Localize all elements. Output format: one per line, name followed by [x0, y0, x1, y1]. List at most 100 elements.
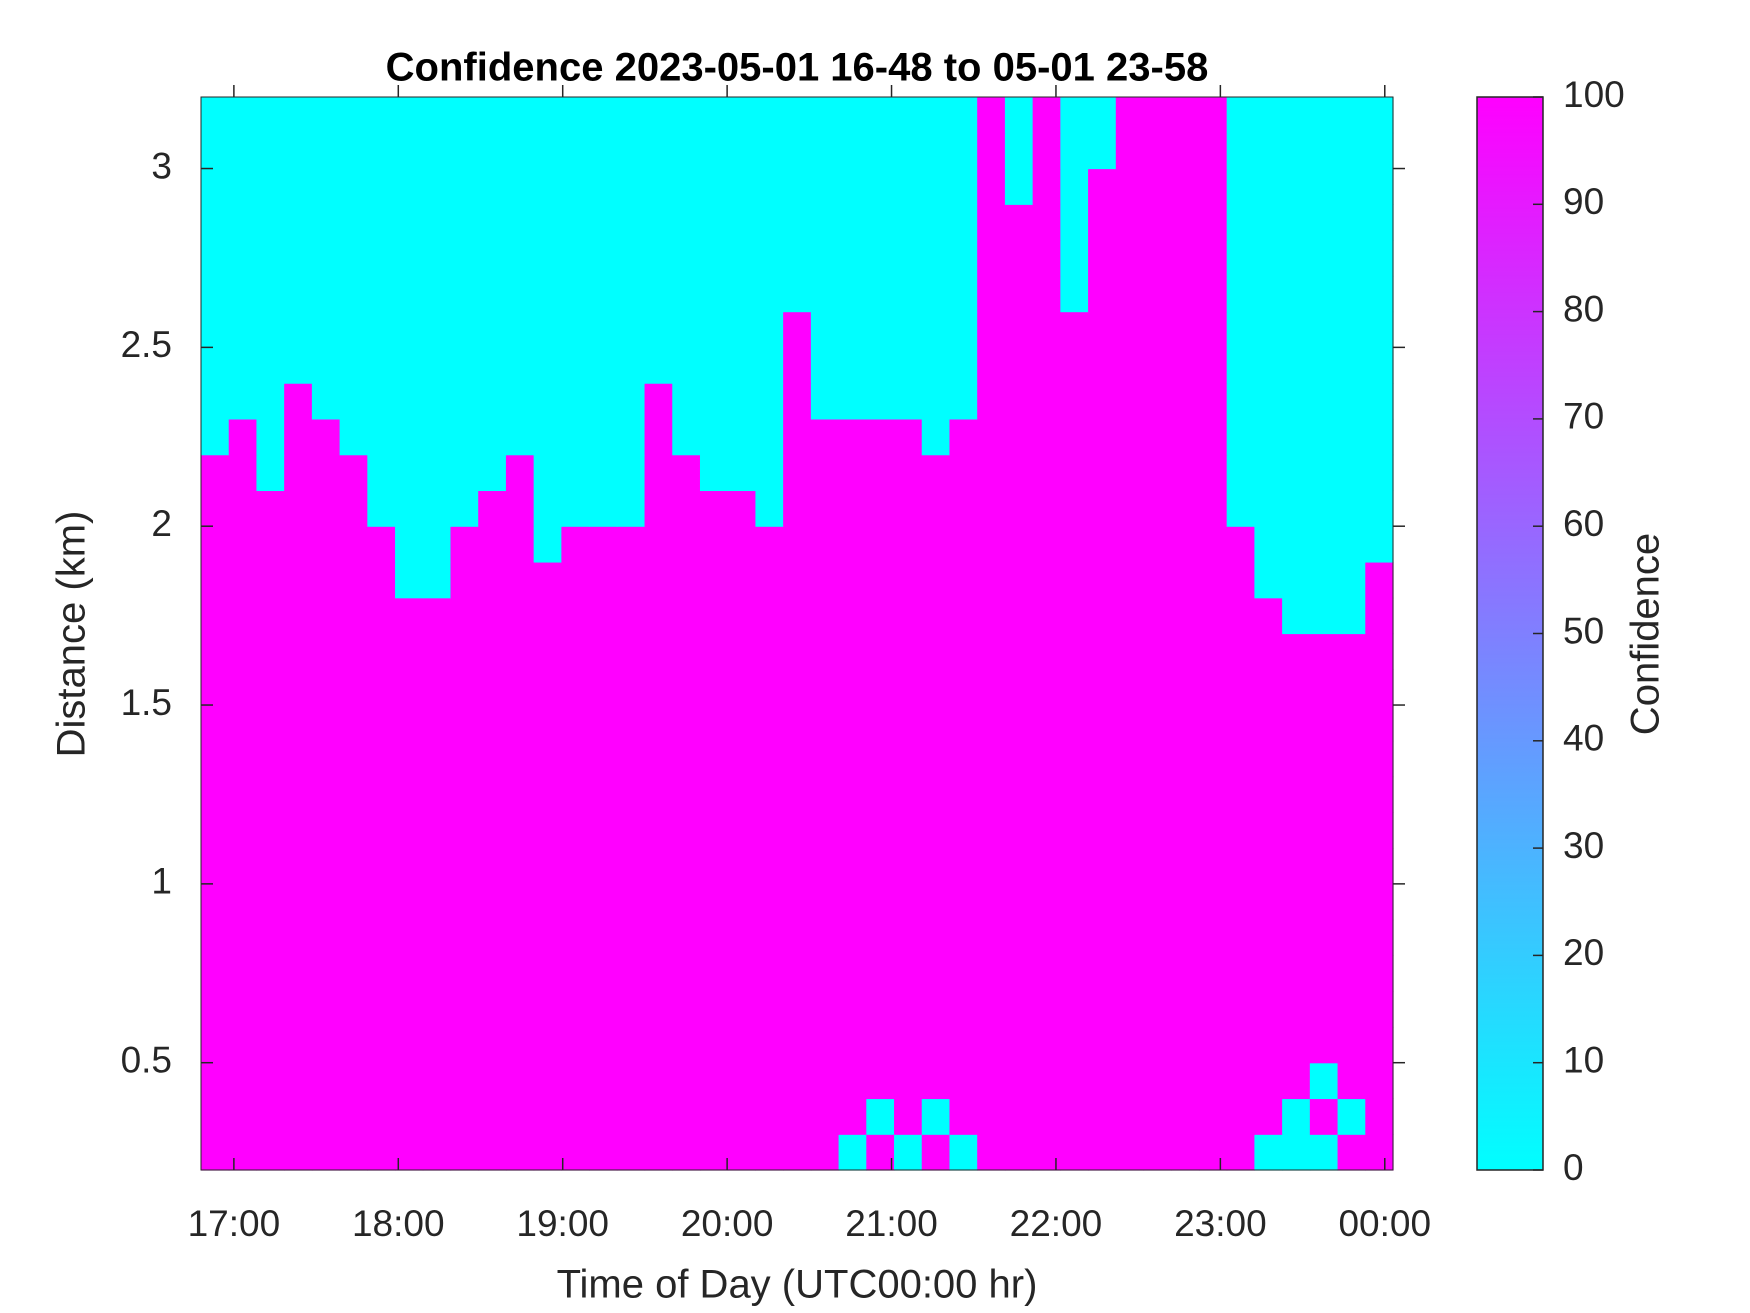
cell — [1088, 418, 1117, 456]
cell — [921, 848, 951, 885]
cell — [1365, 526, 1394, 563]
cell — [1032, 132, 1061, 170]
cell — [339, 955, 368, 992]
cell — [866, 132, 895, 170]
cell — [949, 1098, 978, 1135]
cell — [478, 383, 507, 420]
cell — [339, 1134, 368, 1171]
cell — [284, 1062, 313, 1100]
cell — [727, 168, 757, 205]
cell — [838, 1098, 867, 1135]
cell — [838, 991, 867, 1028]
cell — [284, 776, 313, 813]
cell — [1143, 132, 1172, 170]
cell — [1088, 275, 1117, 313]
cell — [1226, 1026, 1255, 1064]
cell — [256, 919, 285, 956]
cell — [1115, 132, 1145, 170]
cell — [1226, 848, 1255, 885]
cell — [478, 1062, 507, 1100]
cell — [1060, 669, 1089, 706]
cell — [1226, 526, 1255, 563]
cell — [1198, 526, 1228, 563]
cell — [339, 561, 368, 599]
cell — [977, 919, 1006, 956]
cell — [783, 1134, 812, 1171]
cell — [256, 705, 285, 742]
cell — [589, 919, 618, 956]
cell — [1365, 490, 1394, 527]
cell — [783, 705, 812, 742]
cell — [450, 955, 479, 992]
cell — [1032, 633, 1061, 670]
cell — [1088, 705, 1117, 742]
cell — [505, 955, 535, 992]
cell — [367, 1026, 396, 1064]
cell — [1088, 347, 1117, 384]
cell — [228, 669, 258, 706]
cell — [1282, 740, 1311, 778]
cell — [699, 204, 729, 241]
cell — [783, 275, 812, 313]
cell — [505, 1098, 535, 1135]
cell — [422, 1098, 452, 1135]
cell — [644, 740, 673, 778]
cell — [533, 597, 562, 635]
cell — [949, 490, 978, 527]
cell — [1088, 1134, 1117, 1171]
cell — [949, 97, 978, 134]
cell — [367, 1062, 396, 1100]
cell — [755, 526, 784, 563]
cell — [256, 1026, 285, 1064]
cell — [367, 776, 396, 813]
cell — [311, 812, 341, 849]
cell — [1337, 776, 1366, 813]
cell — [1198, 955, 1228, 992]
cell — [616, 526, 646, 563]
cell — [1309, 1134, 1339, 1171]
cell — [311, 1098, 341, 1135]
cell — [866, 454, 895, 492]
cell — [644, 776, 673, 813]
cell — [894, 168, 923, 205]
cell — [783, 347, 812, 384]
cell — [228, 132, 258, 170]
cell — [1254, 955, 1283, 992]
cell — [1198, 669, 1228, 706]
cell — [256, 669, 285, 706]
cell — [810, 240, 840, 277]
cell — [367, 97, 396, 134]
cell — [1004, 705, 1034, 742]
cell — [284, 132, 313, 170]
cell — [1143, 633, 1172, 670]
cell — [1309, 991, 1339, 1028]
cell — [616, 991, 646, 1028]
cell — [1337, 991, 1366, 1028]
cell — [672, 347, 701, 384]
cell — [1309, 1062, 1339, 1100]
cell — [422, 454, 452, 492]
cell — [367, 311, 396, 348]
cell — [838, 848, 867, 885]
cell — [1226, 919, 1255, 956]
x-tick-label: 18:00 — [352, 1203, 445, 1244]
cell — [949, 633, 978, 670]
cell — [450, 240, 479, 277]
cell — [921, 490, 951, 527]
cell — [616, 311, 646, 348]
cell — [921, 1062, 951, 1100]
cell — [311, 919, 341, 956]
cell — [1115, 955, 1145, 992]
cell — [949, 597, 978, 635]
cell — [505, 705, 535, 742]
cell — [1004, 848, 1034, 885]
cell — [894, 705, 923, 742]
cell — [977, 204, 1006, 241]
cell — [1143, 883, 1172, 921]
cell — [1254, 275, 1283, 313]
cell — [1143, 490, 1172, 527]
cell — [755, 132, 784, 170]
cell — [783, 311, 812, 348]
cell — [339, 97, 368, 134]
cell — [1226, 240, 1255, 277]
